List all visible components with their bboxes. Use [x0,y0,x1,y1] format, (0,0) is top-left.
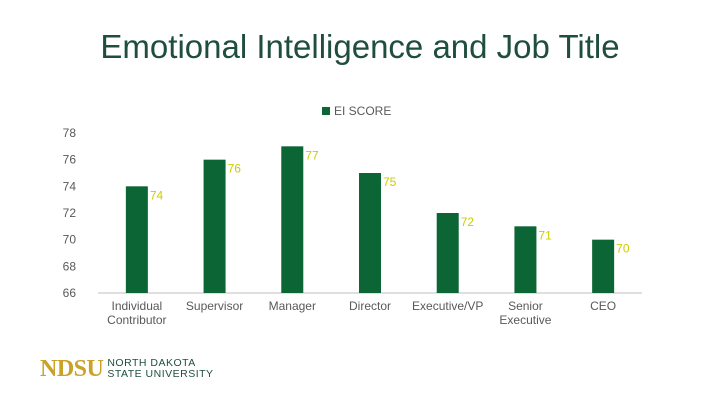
y-tick-label: 70 [63,233,77,247]
data-label: 76 [228,162,242,176]
data-label: 72 [461,215,475,229]
x-tick-label: Contributor [107,313,166,327]
y-tick-label: 78 [63,126,77,140]
y-tick-label: 76 [63,153,77,167]
x-tick-label: Manager [269,299,316,313]
data-label: 74 [150,188,164,202]
y-tick-label: 74 [63,179,77,193]
y-tick-label: 68 [63,259,77,273]
bar [281,146,304,293]
bar [436,213,459,293]
x-tick-label: Executive/VP [412,299,483,313]
logo-mark: NDSU [40,356,104,382]
legend-label: EI SCORE [334,104,392,118]
x-tick-label: Executive [499,313,551,327]
x-tick-label: CEO [590,299,616,313]
bar [203,159,226,293]
bar [514,226,537,293]
data-label: 70 [616,242,630,256]
y-tick-label: 72 [63,206,77,220]
logo-line-2: STATE UNIVERSITY [107,368,214,380]
x-tick-label: Supervisor [186,299,243,313]
ndsu-logo: NDSU NORTH DAKOTA STATE UNIVERSITY [40,357,214,381]
logo-line-1: NORTH DAKOTA [107,357,196,369]
bar [359,173,381,293]
x-tick-label: Senior [508,299,543,313]
x-tick-label: Individual [112,299,163,313]
x-tick-label: Director [349,299,391,313]
data-label: 77 [305,148,319,162]
data-label: 75 [383,175,397,189]
bar [125,186,148,293]
legend: EI SCORE [322,104,391,118]
chart-title: Emotional Intelligence and Job Title [100,28,620,65]
legend-swatch [322,107,330,115]
bar [592,239,615,293]
data-label: 71 [538,228,552,242]
logo-text: NORTH DAKOTA STATE UNIVERSITY [107,358,213,380]
y-tick-label: 66 [63,286,77,300]
